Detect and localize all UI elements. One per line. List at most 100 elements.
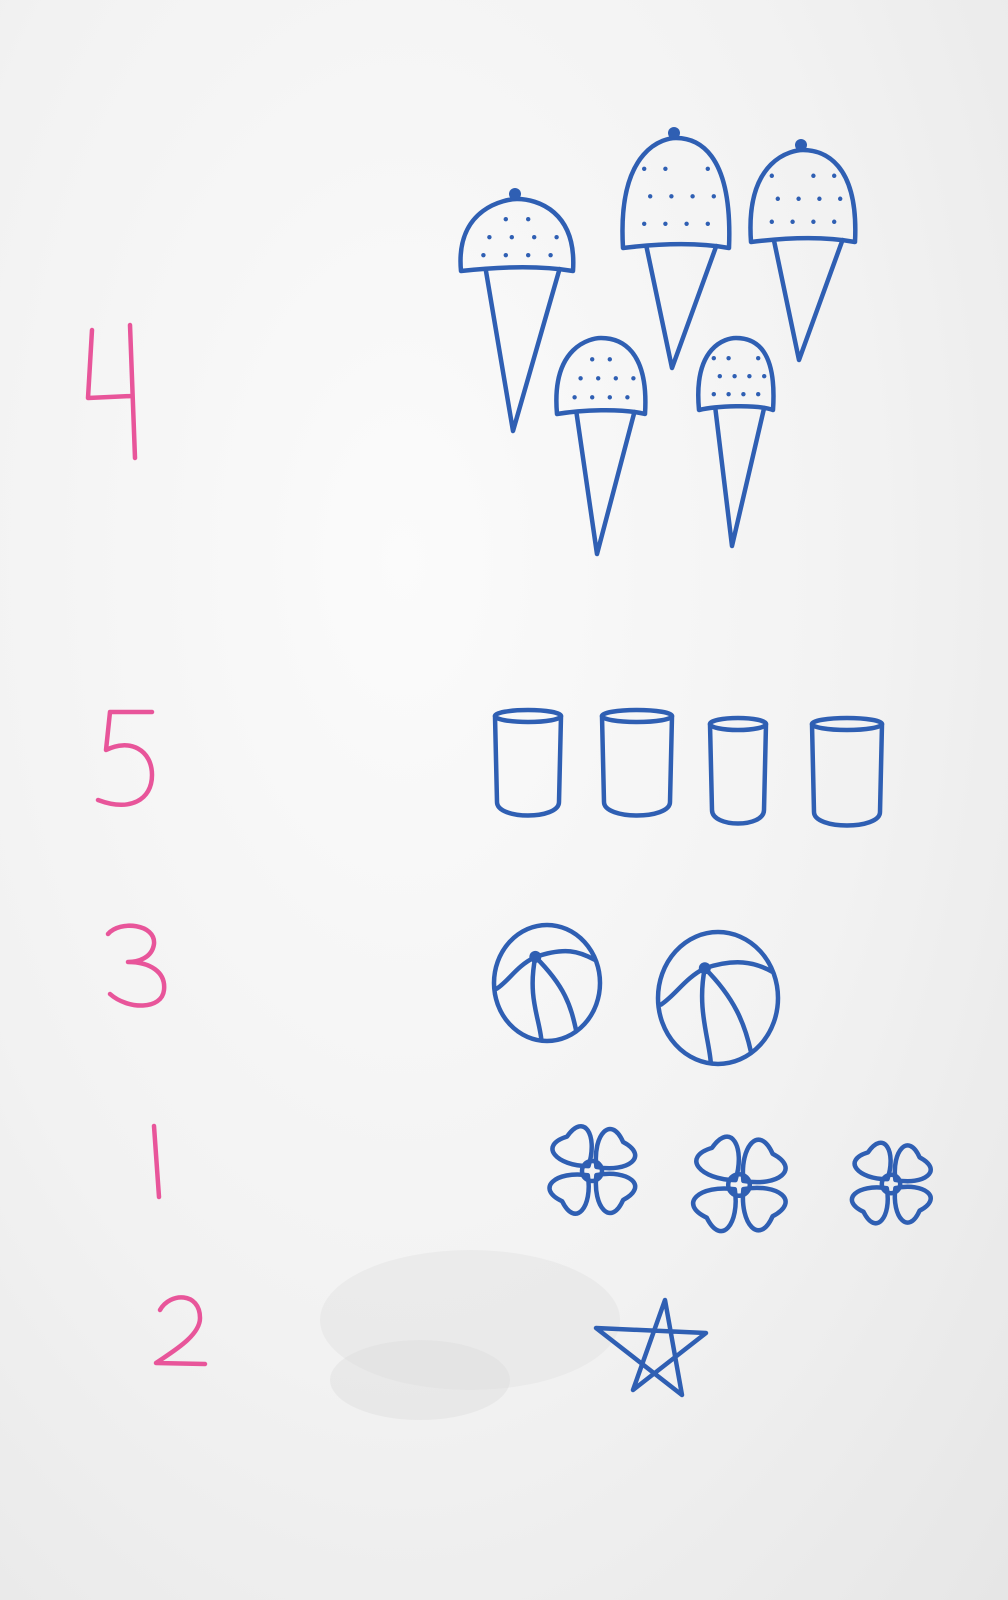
flower-center <box>879 1172 903 1196</box>
cup-rim <box>599 707 675 725</box>
cup <box>492 707 564 818</box>
ball-outline <box>655 929 781 1067</box>
sprinkle <box>481 252 486 258</box>
sprinkle <box>741 391 746 397</box>
scoop-outline <box>554 335 648 417</box>
sprinkle <box>526 216 531 222</box>
cup-body <box>492 713 564 818</box>
star-drawing <box>593 1297 709 1398</box>
scoop-outline <box>696 335 776 413</box>
cup <box>809 715 885 828</box>
sprinkle <box>613 376 618 381</box>
ball-stripe <box>494 954 538 992</box>
sprinkle <box>705 221 710 226</box>
sprinkle <box>796 196 801 201</box>
sprinkle <box>532 234 537 240</box>
sprinkle <box>684 221 689 226</box>
flower-petal <box>547 1172 591 1216</box>
flower-petal <box>550 1124 594 1169</box>
beach-ball <box>655 929 781 1067</box>
sprinkle <box>747 373 752 379</box>
cup-rim <box>492 707 564 725</box>
sprinkle <box>663 166 668 171</box>
cone-outline <box>644 243 719 371</box>
flower-petal <box>852 1140 893 1182</box>
cone-outline <box>574 409 637 557</box>
sprinkle <box>775 196 780 201</box>
flower-petal <box>593 1126 638 1171</box>
flower-petal <box>593 1171 638 1216</box>
ball-stripe <box>702 960 775 974</box>
sprinkle <box>790 219 795 224</box>
ice-cream-cone <box>554 335 648 557</box>
beach-ball-group <box>491 922 781 1067</box>
scoop-outline <box>748 147 858 245</box>
flower-petal <box>892 1184 933 1225</box>
ice-cream-cone <box>696 335 776 549</box>
sprinkle <box>578 376 583 381</box>
sprinkle <box>503 216 508 222</box>
sprinkle <box>756 355 761 361</box>
sprinkle <box>756 391 761 397</box>
sprinkle <box>690 194 695 199</box>
cherry <box>795 139 807 151</box>
sprinkle <box>811 173 816 178</box>
sprinkle <box>711 355 716 361</box>
sprinkle <box>705 166 710 171</box>
flower-group <box>547 1124 933 1234</box>
cherry <box>509 188 521 200</box>
sprinkle <box>642 221 647 226</box>
sprinkle <box>596 376 601 381</box>
cup-rim <box>809 715 885 733</box>
sprinkle <box>769 173 774 178</box>
sprinkle <box>832 219 837 224</box>
flower-petal <box>740 1137 788 1185</box>
numeral-5 <box>95 709 155 807</box>
sprinkle <box>648 194 653 199</box>
sprinkle <box>631 376 636 381</box>
sprinkle <box>769 219 774 224</box>
cherry <box>668 127 680 139</box>
cone-outline <box>483 266 562 434</box>
ice-cream-cone <box>458 188 576 434</box>
flower-petal <box>690 1186 738 1234</box>
sprinkle <box>548 252 553 258</box>
cup-rim <box>707 715 769 733</box>
flower-center <box>579 1158 605 1184</box>
flower-petal <box>694 1134 742 1183</box>
numeral-1 <box>151 1123 162 1200</box>
eraser-smudge <box>330 1340 510 1420</box>
ball-stripe <box>699 966 714 1065</box>
sprinkle <box>832 173 837 178</box>
cup-body <box>707 721 769 826</box>
numeral-2 <box>153 1295 208 1367</box>
flower-petal <box>740 1185 788 1233</box>
ice-cream-cone <box>620 127 732 371</box>
cone-outline <box>713 405 767 549</box>
sprinkle <box>607 395 612 400</box>
sprinkle <box>726 391 731 397</box>
sprinkle <box>811 219 816 224</box>
sprinkle <box>762 373 767 379</box>
ball-stripe <box>530 954 544 1043</box>
sprinkle <box>572 395 577 400</box>
scoop-outline <box>620 135 732 251</box>
numeral-4 <box>85 322 138 461</box>
sprinkle <box>509 234 514 240</box>
sprinkle <box>838 196 843 201</box>
sprinkle <box>503 252 508 258</box>
eraser-smudge <box>320 1250 620 1390</box>
cup <box>707 715 769 826</box>
sprinkle <box>663 221 668 226</box>
sprinkle <box>669 194 674 199</box>
cone-outline <box>771 237 845 363</box>
cup <box>599 707 675 818</box>
sprinkle <box>711 194 716 199</box>
flower-center <box>725 1171 753 1199</box>
ball-stripe <box>658 966 708 1007</box>
sprinkle <box>526 252 531 258</box>
ball-stripe <box>533 948 597 963</box>
ice-cream-group <box>458 127 858 557</box>
sprinkle <box>711 391 716 397</box>
